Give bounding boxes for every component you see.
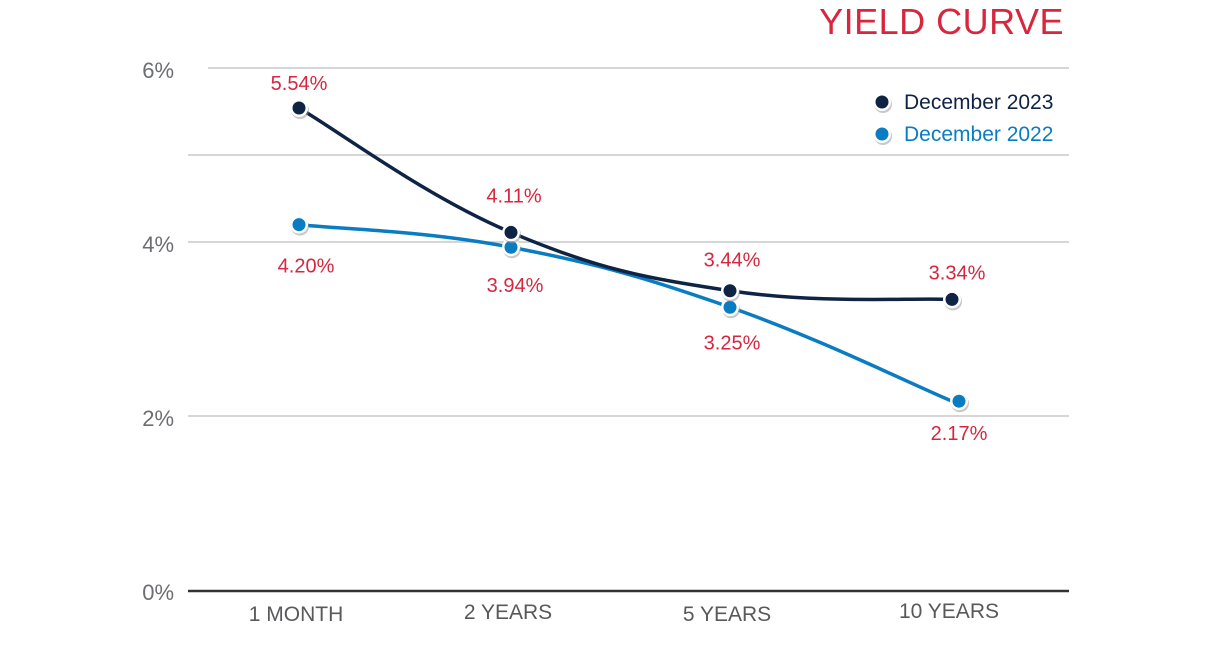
data-point [723,300,737,314]
x-tick-label: 10 YEARS [899,600,999,623]
chart-title: YIELD CURVE [819,1,1064,42]
grid-lines [188,67,1069,417]
legend-marker [875,127,889,141]
data-label: 3.34% [929,262,986,284]
data-label: 4.20% [278,256,335,278]
legend-label: December 2022 [904,123,1053,146]
data-label: 3.44% [704,250,761,272]
y-axis-ticks: 0% 2% 4% 6% [142,58,174,605]
data-label: 5.54% [271,73,328,95]
data-label: 2.17% [931,423,988,445]
series-points [290,99,969,413]
data-label: 4.11% [486,185,541,207]
data-point [292,218,306,232]
series-line-december-2023 [297,106,954,302]
data-label: 3.25% [704,332,761,354]
x-tick-label: 2 YEARS [464,601,552,624]
data-point [504,225,518,239]
data-point [504,240,518,254]
y-tick-label: 4% [142,232,174,257]
x-axis-ticks: 1 MONTH 2 YEARS 5 YEARS 10 YEARS [249,600,999,626]
y-tick-label: 0% [142,580,174,605]
data-point [945,292,959,306]
data-point [292,101,306,115]
data-point [952,394,966,408]
x-tick-label: 1 MONTH [249,603,344,626]
y-tick-label: 2% [142,406,174,431]
legend-marker [875,95,889,109]
series-lines [297,106,954,403]
y-tick-label: 6% [142,58,174,83]
data-labels: 4.20% 3.94% 3.25% 2.17% 5.54% 4.11% 3.44% 3.34% [271,73,988,445]
legend-label: December 2023 [904,91,1053,114]
x-tick-label: 5 YEARS [683,603,771,626]
series-line-december-2022 [297,222,954,403]
data-label: 3.94% [487,275,544,297]
data-point [723,284,737,298]
legend: December 2023 December 2022 [873,91,1053,146]
